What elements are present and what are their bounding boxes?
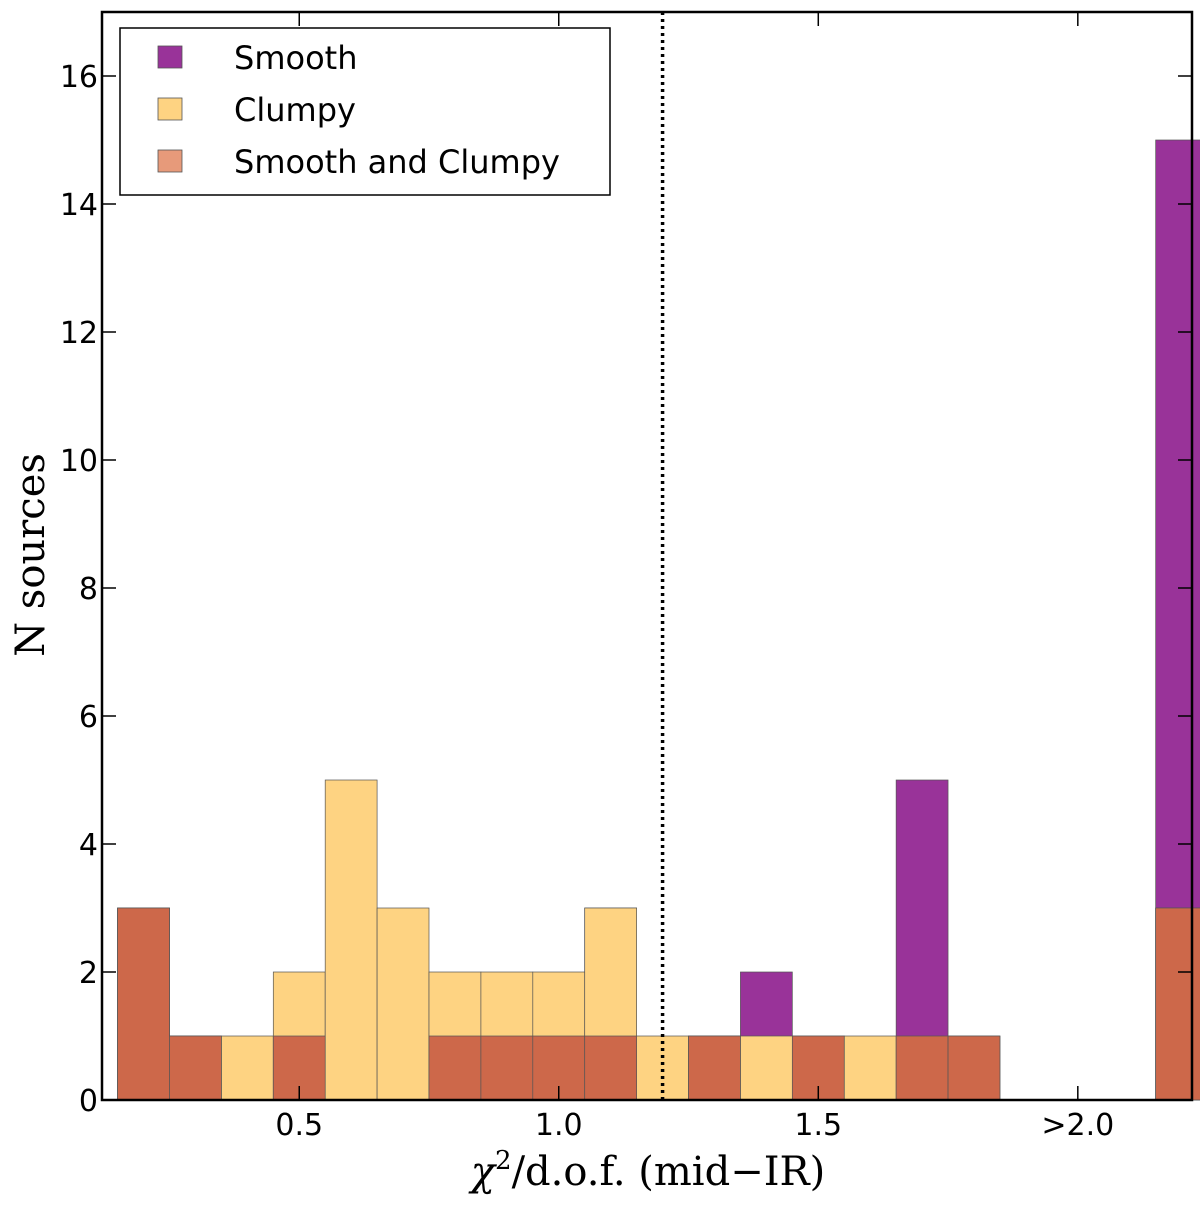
legend-box bbox=[119, 27, 611, 196]
legend-label-smooth: Smooth bbox=[234, 39, 357, 77]
y-tick-label-0: 0 bbox=[79, 1084, 98, 1119]
legend-swatch-smooth bbox=[157, 45, 183, 69]
legend-label-clumpy: Clumpy bbox=[234, 91, 356, 129]
bar-clumpy-4 bbox=[324, 779, 378, 1101]
bars-smooth bbox=[117, 139, 1200, 1101]
y-tick-labels: 0 2 4 6 8 10 12 14 16 bbox=[60, 60, 98, 1119]
y-tick-label-5: 10 bbox=[60, 444, 98, 479]
bar-smooth-and-clumpy-9 bbox=[584, 1035, 637, 1101]
y-tick-label-3: 6 bbox=[79, 700, 98, 735]
bar-clumpy-5 bbox=[376, 907, 430, 1101]
y-tick-label-2: 4 bbox=[79, 828, 98, 863]
bar-smooth-and-clumpy-0 bbox=[117, 907, 170, 1101]
x-tick-label-0: 0.5 bbox=[275, 1108, 323, 1143]
bar-smooth-and-clumpy-20 bbox=[1155, 907, 1200, 1101]
x-axis-title: χ2/d.o.f. (mid−IR) bbox=[468, 1146, 825, 1195]
bar-clumpy-10 bbox=[636, 1035, 689, 1101]
x-tick-label-2: 1.5 bbox=[794, 1108, 842, 1143]
bar-smooth-and-clumpy-15 bbox=[895, 1035, 949, 1101]
x-tick-label-3: >2.0 bbox=[1041, 1108, 1114, 1143]
legend: Smooth Clumpy Smooth and Clumpy bbox=[119, 27, 611, 196]
legend-swatch-clumpy bbox=[157, 97, 183, 121]
legend-swatch-smooth-and-clumpy bbox=[157, 149, 183, 173]
bar-clumpy-14 bbox=[843, 1035, 897, 1101]
bar-smooth-and-clumpy-1 bbox=[169, 1035, 222, 1101]
y-tick-label-1: 2 bbox=[79, 956, 98, 991]
x-axis-title-symbol: χ bbox=[468, 1149, 498, 1195]
bar-clumpy-2 bbox=[221, 1035, 274, 1101]
x-tick-labels: 0.5 1.0 1.5 >2.0 bbox=[275, 1108, 1114, 1143]
bar-smooth-and-clumpy-7 bbox=[480, 1035, 534, 1101]
y-tick-label-8: 16 bbox=[60, 60, 98, 95]
bar-smooth-and-clumpy-11 bbox=[688, 1035, 741, 1101]
x-axis-title-superscript: 2 bbox=[495, 1146, 512, 1176]
y-tick-label-6: 12 bbox=[60, 316, 98, 351]
bar-smooth-and-clumpy-16 bbox=[947, 1035, 1001, 1101]
bar-smooth-and-clumpy-3 bbox=[272, 1035, 326, 1101]
x-axis-title-rest: /d.o.f. (mid−IR) bbox=[512, 1149, 826, 1195]
legend-label-smooth-and-clumpy: Smooth and Clumpy bbox=[234, 143, 560, 181]
x-tick-label-1: 1.0 bbox=[535, 1108, 583, 1143]
plot-frame bbox=[100, 10, 1194, 1102]
y-tick-label-4: 8 bbox=[79, 572, 98, 607]
bar-clumpy-12 bbox=[740, 1035, 793, 1101]
y-axis-title: N sources bbox=[8, 453, 54, 657]
bar-smooth-and-clumpy-6 bbox=[428, 1035, 482, 1101]
y-tick-label-7: 14 bbox=[60, 188, 98, 223]
